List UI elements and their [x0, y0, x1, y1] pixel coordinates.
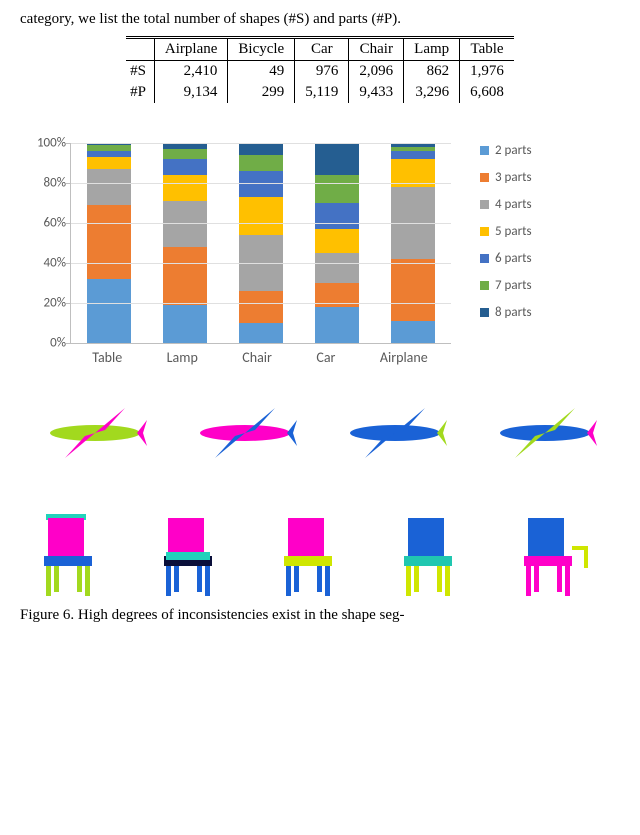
- legend-label: 4 parts: [495, 197, 532, 212]
- legend-item: 8 parts: [480, 305, 532, 320]
- bar-column: [239, 143, 283, 343]
- table-caption: category, we list the total number of sh…: [20, 10, 620, 30]
- chair-render: [260, 503, 380, 593]
- bar-segment: [163, 201, 207, 247]
- bar-column: [315, 143, 359, 343]
- row-header: #P: [126, 82, 154, 103]
- table-cell: 6,608: [460, 82, 514, 103]
- legend-label: 8 parts: [495, 305, 532, 320]
- x-axis-label: Car: [316, 349, 335, 366]
- table-cell: 1,976: [460, 60, 514, 82]
- bar-segment: [315, 229, 359, 253]
- table-cell: 862: [404, 60, 460, 82]
- bar-segment: [87, 157, 131, 169]
- column-header: Car: [295, 37, 349, 60]
- x-axis-label: Lamp: [167, 349, 198, 366]
- table-cell: 2,096: [349, 60, 404, 82]
- bar-segment: [87, 279, 131, 343]
- row-header: #S: [126, 60, 154, 82]
- bar-segment: [163, 175, 207, 201]
- airplane-examples-row: [20, 393, 620, 483]
- legend-swatch: [480, 281, 489, 290]
- legend-item: 6 parts: [480, 251, 532, 266]
- bar-segment: [391, 259, 435, 321]
- parts-distribution-chart: 0%20%40%60%80%100% TableLampChairCarAirp…: [20, 143, 620, 373]
- table-cell: 9,433: [349, 82, 404, 103]
- chair-render: [500, 503, 620, 593]
- stats-table: AirplaneBicycleCarChairLampTable #S2,410…: [126, 36, 514, 103]
- legend-item: 4 parts: [480, 197, 532, 212]
- table-cell: 299: [228, 82, 295, 103]
- bar-segment: [239, 143, 283, 155]
- bar-column: [87, 143, 131, 343]
- bar-segment: [163, 247, 207, 305]
- legend-label: 5 parts: [495, 224, 532, 239]
- column-header: Bicycle: [228, 37, 295, 60]
- legend-item: 5 parts: [480, 224, 532, 239]
- bar-column: [163, 143, 207, 343]
- y-axis-label: 60%: [44, 215, 66, 230]
- bar-segment: [391, 321, 435, 343]
- y-axis-label: 40%: [44, 255, 66, 270]
- bar-segment: [239, 155, 283, 171]
- column-header: Airplane: [154, 37, 227, 60]
- column-header: Chair: [349, 37, 404, 60]
- bar-column: [391, 143, 435, 343]
- column-header: Lamp: [404, 37, 460, 60]
- legend-swatch: [480, 254, 489, 263]
- legend-label: 7 parts: [495, 278, 532, 293]
- legend-swatch: [480, 227, 489, 236]
- bar-segment: [239, 197, 283, 235]
- bar-segment: [87, 169, 131, 205]
- legend-item: 2 parts: [480, 143, 532, 158]
- table-cell: 3,296: [404, 82, 460, 103]
- x-axis-label: Chair: [242, 349, 272, 366]
- chair-render: [20, 503, 140, 593]
- legend-swatch: [480, 173, 489, 182]
- chair-render: [380, 503, 500, 593]
- bar-segment: [315, 175, 359, 203]
- bar-segment: [315, 307, 359, 343]
- bar-segment: [315, 253, 359, 283]
- bar-segment: [163, 149, 207, 159]
- chair-examples-row: [20, 503, 620, 593]
- y-axis-label: 20%: [44, 295, 66, 310]
- bar-segment: [315, 203, 359, 229]
- bar-segment: [163, 305, 207, 343]
- bar-segment: [87, 205, 131, 279]
- table-cell: 9,134: [154, 82, 227, 103]
- x-axis-label: Table: [92, 349, 122, 366]
- y-axis-label: 0%: [50, 335, 66, 350]
- airplane-render: [335, 393, 455, 483]
- chair-render: [140, 503, 260, 593]
- table-cell: 2,410: [154, 60, 227, 82]
- chart-legend: 2 parts 3 parts 4 parts 5 parts 6 parts 7 par…: [460, 143, 532, 373]
- legend-swatch: [480, 200, 489, 209]
- x-axis-label: Airplane: [380, 349, 428, 366]
- legend-swatch: [480, 308, 489, 317]
- bar-segment: [239, 291, 283, 323]
- bar-segment: [315, 143, 359, 175]
- table-cell: 5,119: [295, 82, 349, 103]
- bar-segment: [391, 151, 435, 159]
- legend-item: 7 parts: [480, 278, 532, 293]
- legend-swatch: [480, 146, 489, 155]
- legend-label: 6 parts: [495, 251, 532, 266]
- column-header: Table: [460, 37, 514, 60]
- bar-segment: [239, 171, 283, 197]
- airplane-render: [35, 393, 155, 483]
- table-cell: 976: [295, 60, 349, 82]
- bar-segment: [163, 159, 207, 175]
- legend-item: 3 parts: [480, 170, 532, 185]
- y-axis-label: 80%: [44, 175, 66, 190]
- y-axis-label: 100%: [37, 135, 66, 150]
- legend-label: 2 parts: [495, 143, 532, 158]
- bar-segment: [239, 323, 283, 343]
- table-cell: 49: [228, 60, 295, 82]
- airplane-render: [185, 393, 305, 483]
- legend-label: 3 parts: [495, 170, 532, 185]
- airplane-render: [485, 393, 605, 483]
